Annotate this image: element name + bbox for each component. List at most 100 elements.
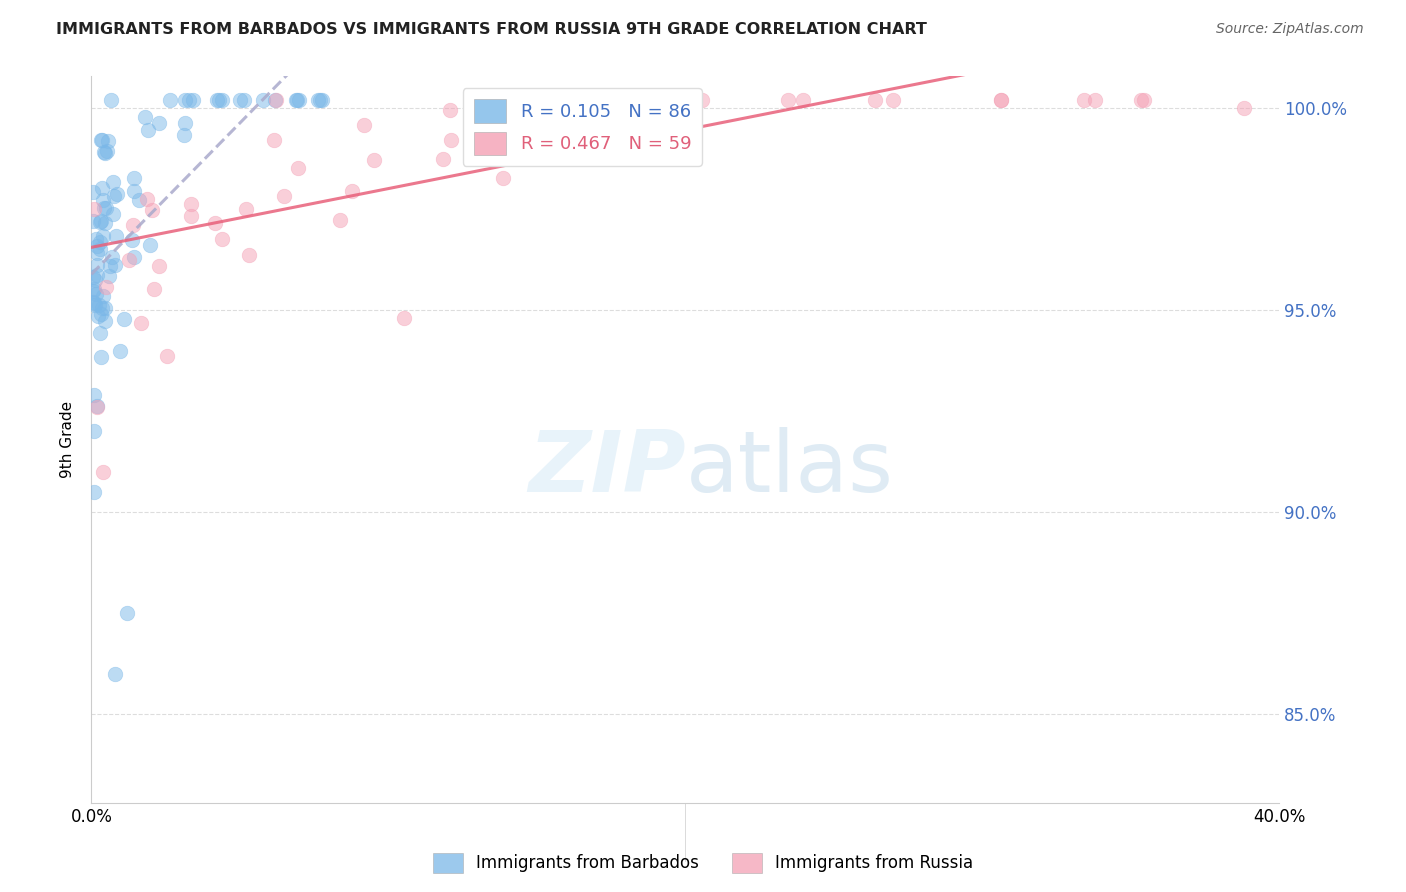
Point bbox=[91, 301, 114, 315]
Point bbox=[174, 93, 197, 107]
Point bbox=[489, 93, 512, 107]
Point bbox=[439, 103, 461, 118]
Point bbox=[96, 144, 118, 158]
Point bbox=[550, 93, 572, 107]
Point bbox=[1084, 93, 1107, 107]
Point bbox=[1130, 93, 1153, 107]
Point bbox=[84, 232, 107, 246]
Point bbox=[89, 235, 111, 250]
Point bbox=[129, 317, 152, 331]
Point bbox=[86, 245, 108, 260]
Y-axis label: 9th Grade: 9th Grade bbox=[60, 401, 76, 478]
Point bbox=[82, 185, 104, 199]
Point bbox=[432, 152, 454, 166]
Point bbox=[105, 229, 128, 244]
Legend: Immigrants from Barbados, Immigrants from Russia: Immigrants from Barbados, Immigrants fro… bbox=[426, 847, 980, 880]
Point bbox=[104, 258, 127, 272]
Point bbox=[181, 93, 204, 107]
Point bbox=[94, 146, 117, 161]
Point bbox=[110, 344, 132, 359]
Point bbox=[263, 133, 285, 147]
Point bbox=[460, 107, 482, 121]
Point bbox=[118, 253, 141, 268]
Point bbox=[264, 93, 287, 107]
Point bbox=[87, 309, 110, 323]
Point bbox=[96, 280, 118, 294]
Point bbox=[93, 301, 115, 315]
Point bbox=[83, 296, 105, 310]
Point bbox=[613, 93, 636, 107]
Point bbox=[90, 214, 112, 228]
Point bbox=[90, 351, 112, 365]
Point bbox=[177, 93, 200, 107]
Point bbox=[89, 242, 111, 256]
Point bbox=[792, 93, 814, 107]
Point bbox=[659, 93, 682, 107]
Point bbox=[97, 134, 120, 148]
Point bbox=[93, 289, 115, 303]
Point bbox=[83, 387, 105, 401]
Point bbox=[233, 93, 256, 107]
Point bbox=[121, 233, 143, 247]
Point bbox=[440, 133, 463, 147]
Point bbox=[288, 93, 311, 107]
Point bbox=[83, 202, 105, 217]
Point bbox=[174, 116, 197, 130]
Point bbox=[492, 171, 515, 186]
Point bbox=[89, 215, 111, 229]
Point bbox=[142, 282, 165, 296]
Point bbox=[207, 93, 229, 107]
Point bbox=[82, 214, 104, 228]
Point bbox=[86, 268, 108, 282]
Point bbox=[543, 93, 565, 107]
Point bbox=[229, 93, 252, 107]
Point bbox=[329, 213, 352, 227]
Point bbox=[654, 93, 676, 107]
Point bbox=[208, 93, 231, 107]
Point bbox=[148, 260, 170, 274]
Point bbox=[264, 93, 287, 107]
Point bbox=[569, 93, 592, 107]
Point bbox=[392, 311, 415, 326]
Point bbox=[93, 145, 115, 159]
Point bbox=[574, 93, 596, 107]
Point bbox=[101, 207, 124, 221]
Point bbox=[103, 189, 125, 203]
Point bbox=[94, 201, 117, 215]
Point bbox=[668, 93, 690, 107]
Point bbox=[104, 666, 127, 681]
Point bbox=[93, 313, 115, 327]
Point bbox=[235, 202, 257, 216]
Point bbox=[307, 93, 329, 107]
Point bbox=[89, 326, 111, 341]
Point bbox=[91, 465, 114, 479]
Point bbox=[173, 128, 195, 142]
Point bbox=[1233, 101, 1256, 115]
Point bbox=[122, 171, 145, 186]
Point bbox=[134, 110, 156, 124]
Point bbox=[141, 202, 163, 217]
Point bbox=[882, 93, 904, 107]
Point bbox=[82, 294, 104, 309]
Point bbox=[180, 209, 202, 223]
Point bbox=[568, 93, 591, 107]
Point bbox=[98, 269, 121, 284]
Point bbox=[138, 123, 160, 137]
Point bbox=[103, 175, 125, 189]
Point bbox=[84, 273, 107, 287]
Point bbox=[86, 238, 108, 252]
Point bbox=[308, 93, 330, 107]
Point bbox=[93, 217, 115, 231]
Point bbox=[135, 192, 157, 206]
Point bbox=[86, 400, 108, 414]
Point bbox=[475, 110, 498, 124]
Point bbox=[122, 184, 145, 198]
Point bbox=[990, 93, 1012, 107]
Point bbox=[1073, 93, 1095, 107]
Point bbox=[211, 232, 233, 246]
Point bbox=[100, 93, 122, 107]
Point bbox=[464, 150, 486, 164]
Point bbox=[690, 93, 713, 107]
Text: atlas: atlas bbox=[685, 427, 893, 510]
Point bbox=[138, 237, 160, 252]
